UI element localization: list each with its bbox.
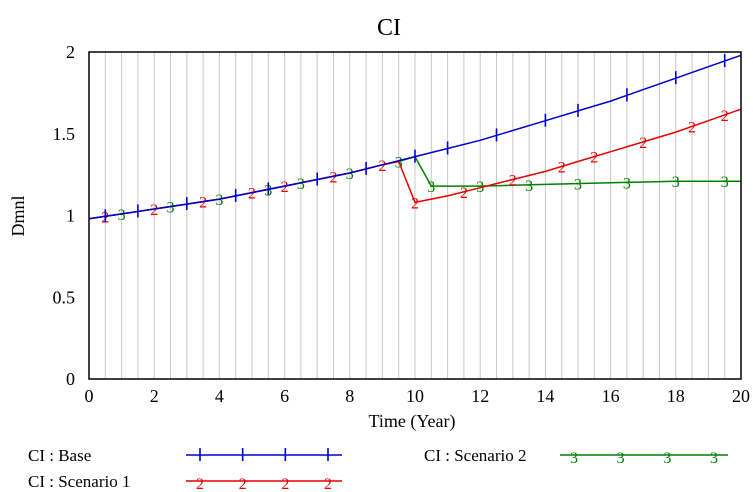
- series-marker-2: 2: [509, 173, 517, 190]
- legend-label: CI : Scenario 1: [28, 472, 130, 491]
- series-marker-2: 2: [460, 185, 468, 202]
- x-axis-ticks: 0 2 4 6 8 10 12 14 16 18 20: [85, 386, 751, 406]
- series-marker-2: 2: [721, 108, 729, 125]
- series-marker-2: 2: [199, 195, 207, 212]
- x-tick-label: 12: [471, 386, 489, 406]
- x-tick-label: 18: [667, 386, 685, 406]
- legend-label: CI : Scenario 2: [424, 446, 526, 465]
- series-marker-2: 2: [281, 179, 289, 196]
- series-layer: 33333333333333222222222222222: [88, 53, 742, 226]
- series-marker-3: 3: [346, 166, 354, 183]
- chart-grid: [104, 52, 726, 379]
- legend-marker: 2: [324, 476, 332, 492]
- legend-marker: 3: [617, 450, 625, 467]
- series-marker-2: 2: [411, 195, 419, 212]
- series-marker-3: 3: [721, 174, 729, 191]
- series-marker-3: 3: [167, 200, 175, 217]
- series-marker-2: 2: [558, 159, 566, 176]
- series-marker-2: 2: [639, 135, 647, 152]
- x-tick-label: 10: [406, 386, 424, 406]
- legend-marker: 2: [239, 476, 247, 492]
- series-marker-2: 2: [688, 119, 696, 136]
- legend-marker: 3: [710, 450, 718, 467]
- y-axis-ticks: 0 0.5 1 1.5 2: [53, 42, 76, 389]
- x-tick-label: 6: [280, 386, 289, 406]
- x-tick-label: 8: [345, 386, 354, 406]
- series-marker-3: 3: [525, 178, 533, 195]
- x-axis-label: Time (Year): [368, 411, 455, 432]
- series-marker-3: 3: [623, 175, 631, 192]
- y-axis-label: Dmnl: [8, 195, 28, 236]
- y-tick-label: 0.5: [53, 287, 76, 307]
- x-tick-label: 0: [85, 386, 94, 406]
- y-tick-label: 1.5: [53, 124, 76, 144]
- series-marker-3: 3: [574, 177, 582, 194]
- x-tick-label: 16: [602, 386, 620, 406]
- series-marker-3: 3: [215, 192, 223, 209]
- series-marker-3: 3: [118, 207, 126, 224]
- x-tick-label: 2: [150, 386, 159, 406]
- x-tick-label: 20: [732, 386, 750, 406]
- y-tick-label: 1: [66, 206, 75, 226]
- series-marker-3: 3: [297, 176, 305, 193]
- series-marker-2: 2: [330, 169, 338, 186]
- series-marker-2: 2: [590, 150, 598, 167]
- legend-marker: 2: [196, 476, 204, 492]
- series-marker-3: 3: [427, 179, 435, 196]
- x-tick-label: 14: [536, 386, 554, 406]
- series-marker-2: 2: [150, 202, 158, 219]
- series-marker-2: 2: [378, 158, 386, 175]
- legend-marker: 2: [281, 476, 289, 492]
- chart-title: CI: [377, 15, 401, 41]
- legend-label: CI : Base: [28, 446, 91, 465]
- y-tick-label: 0: [66, 369, 75, 389]
- plot-frame: [88, 51, 742, 380]
- x-tick-label: 4: [215, 386, 224, 406]
- y-tick-label: 2: [66, 42, 75, 62]
- legend-marker: 3: [663, 450, 671, 467]
- legend-marker: 3: [570, 450, 578, 467]
- series-marker-3: 3: [672, 174, 680, 191]
- series-marker-2: 2: [248, 186, 256, 203]
- chart-legend: CI : Base CI : Scenario 1 2 2 2 2 CI : Scenari…: [28, 446, 728, 492]
